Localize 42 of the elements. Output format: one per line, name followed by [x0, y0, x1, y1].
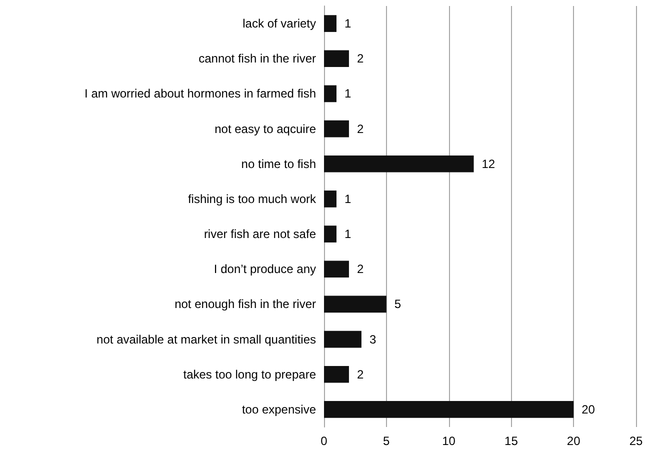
data-label: 3	[369, 332, 376, 346]
bar	[324, 155, 474, 172]
y-tick-label: river fish are not safe	[204, 227, 316, 242]
data-label: 12	[482, 156, 496, 171]
bar	[324, 50, 349, 68]
data-label: 20	[582, 402, 596, 416]
bar	[324, 15, 336, 32]
x-tick-label: 0	[320, 434, 328, 448]
bar	[324, 401, 574, 418]
bar	[324, 226, 336, 242]
y-tick-label: not enough fish in the river	[174, 297, 316, 312]
x-tick-label: 25	[629, 434, 643, 448]
y-tick-label: I am worried about hormones in farmed fish	[84, 86, 316, 101]
y-tick-label: not easy to aqcuire	[214, 122, 316, 136]
y-tick-label: lack of variety	[242, 16, 316, 31]
data-label: 5	[394, 297, 402, 312]
bar	[324, 260, 349, 278]
data-label: 1	[344, 86, 352, 101]
data-label: 2	[356, 367, 364, 382]
bar	[324, 296, 386, 313]
x-tick-label: 15	[504, 434, 518, 448]
data-label: 1	[344, 192, 352, 206]
y-tick-label: not available at market in small quantities	[96, 332, 316, 346]
x-tick-label: 10	[442, 434, 456, 448]
y-tick-label: cannot fish in the river	[198, 52, 316, 66]
bar	[324, 85, 336, 102]
bar	[324, 330, 362, 348]
x-tick-label: 20	[566, 434, 581, 448]
x-tick-label: 5	[383, 434, 390, 448]
bar	[324, 366, 349, 383]
y-tick-label: I don’t produce any	[214, 262, 316, 276]
y-tick-label: too expensive	[242, 402, 316, 416]
data-label: 2	[356, 122, 364, 136]
bar	[324, 190, 336, 208]
y-tick-label: fishing is too much work	[188, 192, 317, 206]
data-label: 2	[356, 52, 364, 66]
data-label: 1	[344, 227, 352, 242]
y-tick-label: takes too long to prepare	[183, 367, 316, 382]
data-label: 2	[356, 262, 364, 276]
data-label: 1	[344, 16, 352, 31]
y-tick-label: no time to fish	[241, 156, 316, 171]
bar	[324, 120, 349, 138]
